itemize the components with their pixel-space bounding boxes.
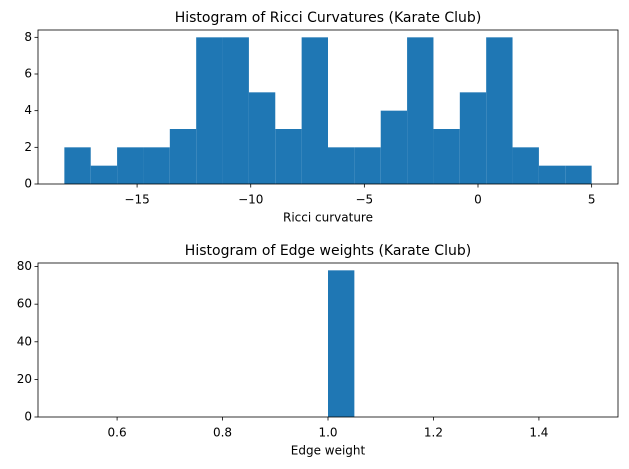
- x-tick-label: 1.2: [424, 426, 443, 440]
- x-tick-label: −5: [356, 193, 374, 207]
- bar: [301, 37, 328, 185]
- y-tick-label: 20: [17, 372, 32, 386]
- bar: [117, 147, 144, 184]
- y-tick-label: 6: [24, 67, 32, 81]
- y-tick-label: 0: [24, 410, 32, 424]
- y-tick-label: 40: [17, 334, 32, 348]
- bar: [275, 129, 302, 184]
- x-tick-label: −15: [124, 193, 149, 207]
- bar: [90, 165, 118, 184]
- chart-title: Histogram of Edge weights (Karate Club): [185, 243, 471, 259]
- bar: [380, 110, 408, 184]
- axes-frame: [37, 29, 619, 185]
- bar: [486, 37, 513, 185]
- bar: [459, 92, 487, 184]
- bar: [433, 129, 460, 184]
- x-tick-label: 0.6: [108, 426, 127, 440]
- bar: [143, 147, 170, 184]
- chart-title: Histogram of Ricci Curvatures (Karate Cl…: [175, 10, 482, 26]
- y-tick-label: 4: [24, 103, 32, 117]
- x-tick-label: −10: [238, 193, 263, 207]
- x-tick-label: 5: [588, 193, 596, 207]
- bar: [64, 147, 91, 184]
- y-tick-label: 80: [17, 259, 32, 273]
- x-tick-label: 1.4: [529, 426, 548, 440]
- bar: [512, 147, 539, 184]
- bar: [328, 147, 355, 184]
- y-tick-label: 8: [24, 30, 32, 44]
- bar: [328, 270, 355, 417]
- bar: [354, 147, 381, 184]
- bar: [248, 92, 276, 184]
- x-axis-label: Edge weight: [291, 444, 366, 458]
- bar: [565, 165, 592, 184]
- x-tick-label: 0.8: [213, 426, 232, 440]
- bar: [169, 129, 197, 184]
- y-tick-label: 60: [17, 297, 32, 311]
- bar: [538, 165, 566, 184]
- bar: [407, 37, 434, 185]
- bar: [196, 37, 223, 185]
- x-tick-label: 1.0: [318, 426, 337, 440]
- x-axis-label: Ricci curvature: [283, 211, 373, 225]
- y-tick-label: 0: [24, 177, 32, 191]
- x-tick-label: 0: [474, 193, 482, 207]
- bar: [222, 37, 249, 185]
- y-tick-label: 2: [24, 140, 32, 154]
